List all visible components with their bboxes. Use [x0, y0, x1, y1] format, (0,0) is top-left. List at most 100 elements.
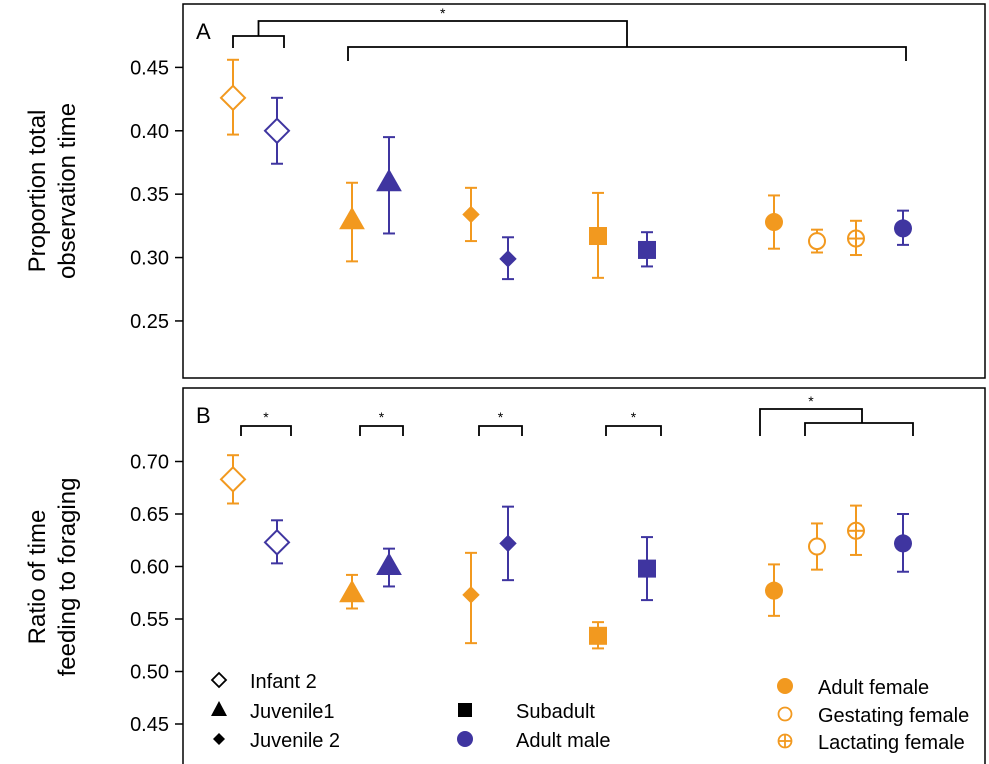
significance-bracket-one — [804, 422, 914, 436]
significance-star: * — [263, 409, 269, 425]
significance-bracket — [359, 425, 404, 436]
panel-label: A — [196, 19, 211, 44]
point-marker — [376, 552, 402, 575]
significance-bracket-right — [347, 46, 907, 61]
point-marker — [219, 465, 247, 493]
data-point-juvenile-2-male — [499, 505, 517, 582]
legend-label: Juvenile 2 — [250, 730, 340, 752]
y-tick-label: 0.45 — [130, 714, 169, 736]
legend-marker — [458, 703, 472, 717]
legend-label: Infant 2 — [250, 671, 317, 693]
data-point-juvenile1-male — [376, 136, 402, 235]
significance-bracket-group — [759, 408, 863, 436]
legend-marker — [777, 678, 793, 694]
point-marker — [894, 219, 912, 238]
legend-item-adult-male: Adult male — [457, 730, 611, 752]
y-tick-label: 0.70 — [130, 452, 169, 474]
point-marker — [808, 537, 826, 556]
point-marker — [339, 206, 365, 230]
y-tick-label: 0.65 — [130, 504, 169, 526]
legend-label: Adult female — [818, 677, 929, 699]
plot-frame — [182, 387, 986, 764]
y-tick-label: 0.30 — [130, 248, 169, 270]
significance-brackets — [240, 408, 914, 436]
point-marker — [847, 521, 865, 540]
legend-marker — [457, 731, 473, 747]
y-axis-label-line-2: feeding to foraging — [54, 478, 81, 677]
significance-star: * — [440, 5, 446, 21]
data-point-subadult-male — [638, 231, 656, 268]
data-point-adult-female-female — [765, 194, 783, 250]
point-marker — [765, 581, 783, 600]
y-tick-label: 0.50 — [130, 662, 169, 684]
data-point-juvenile-2-female — [462, 551, 480, 645]
plot-frame — [182, 3, 986, 379]
data-point-infant-2-female — [219, 454, 247, 505]
point-marker — [462, 205, 480, 224]
y-axis-label-line-1: Proportion total — [24, 110, 51, 273]
data-point-adult-male-male — [894, 513, 912, 573]
legend: Infant 2 Juvenile1 Juvenile 2 Subadult Adult… — [210, 671, 969, 754]
significance-bracket — [478, 425, 523, 436]
data-point-juvenile-2-male — [499, 236, 517, 281]
y-axis-label-line-2: observation time — [54, 103, 81, 279]
significance-bracket — [240, 425, 292, 436]
panel-b: B 0.45 0.50 0.55 0.60 0.65 0.70 Ratio of time fe… — [24, 387, 986, 764]
data-point-lactating-female-female — [847, 504, 865, 556]
significance-bracket-left — [232, 35, 285, 48]
point-marker — [462, 586, 480, 604]
point-marker — [219, 84, 247, 112]
y-axis-label-line-1: Ratio of time — [24, 510, 51, 645]
legend-item-adult-female: Adult female — [777, 677, 929, 699]
point-marker — [376, 168, 402, 192]
legend-marker — [213, 733, 225, 745]
significance-star: * — [808, 393, 814, 409]
point-marker — [847, 229, 865, 248]
data-point-juvenile1-male — [376, 547, 402, 588]
point-marker — [638, 240, 656, 259]
significance-star: * — [498, 409, 504, 425]
data-point-lactating-female-female — [847, 219, 865, 257]
legend-item-gestating-female: Gestating female — [777, 705, 969, 727]
legend-item-juvenile-2: Juvenile 2 — [213, 730, 340, 752]
point-marker — [808, 232, 826, 251]
data-point-subadult-male — [638, 536, 656, 602]
y-tick-label: 0.40 — [130, 121, 169, 143]
point-marker — [589, 626, 607, 645]
y-tick-label: 0.60 — [130, 557, 169, 579]
significance-star: * — [379, 409, 385, 425]
significance-bracket-outer — [257, 20, 628, 47]
data-point-infant-2-male — [263, 96, 291, 165]
significance-star: * — [631, 409, 637, 425]
y-tick-label: 0.35 — [130, 184, 169, 206]
data-point-subadult-female — [589, 621, 607, 650]
data-point-juvenile-2-female — [462, 186, 480, 243]
legend-label: Gestating female — [818, 705, 969, 727]
legend-marker — [211, 701, 227, 716]
point-marker — [765, 213, 783, 232]
legend-marker — [777, 706, 793, 722]
y-tick-label: 0.55 — [130, 609, 169, 631]
data-point-gestating-female-female — [808, 522, 826, 571]
legend-label: Juvenile1 — [250, 701, 335, 723]
data-point-gestating-female-female — [808, 228, 826, 254]
point-marker — [638, 559, 656, 578]
legend-label: Subadult — [516, 701, 595, 723]
legend-item-lactating-female: Lactating female — [777, 732, 965, 754]
significance-brackets — [232, 20, 907, 61]
point-marker — [499, 534, 517, 553]
legend-item-juvenile1: Juvenile1 — [211, 701, 335, 723]
data-point-adult-female-female — [765, 563, 783, 617]
legend-label: Lactating female — [818, 732, 965, 754]
data-point-subadult-female — [589, 191, 607, 279]
legend-item-subadult: Subadult — [458, 701, 595, 723]
panel-a: A 0.25 0.30 0.35 0.40 0.45 Proportion total obs… — [24, 3, 986, 379]
data-point-infant-2-male — [263, 519, 291, 565]
y-tick-label: 0.45 — [130, 57, 169, 79]
y-axis-label: Ratio of time feeding to foraging — [24, 478, 81, 677]
point-marker — [263, 117, 291, 145]
y-tick-label: 0.25 — [130, 311, 169, 333]
data-point-juvenile1-female — [339, 573, 365, 610]
data-point-juvenile1-female — [339, 181, 365, 263]
